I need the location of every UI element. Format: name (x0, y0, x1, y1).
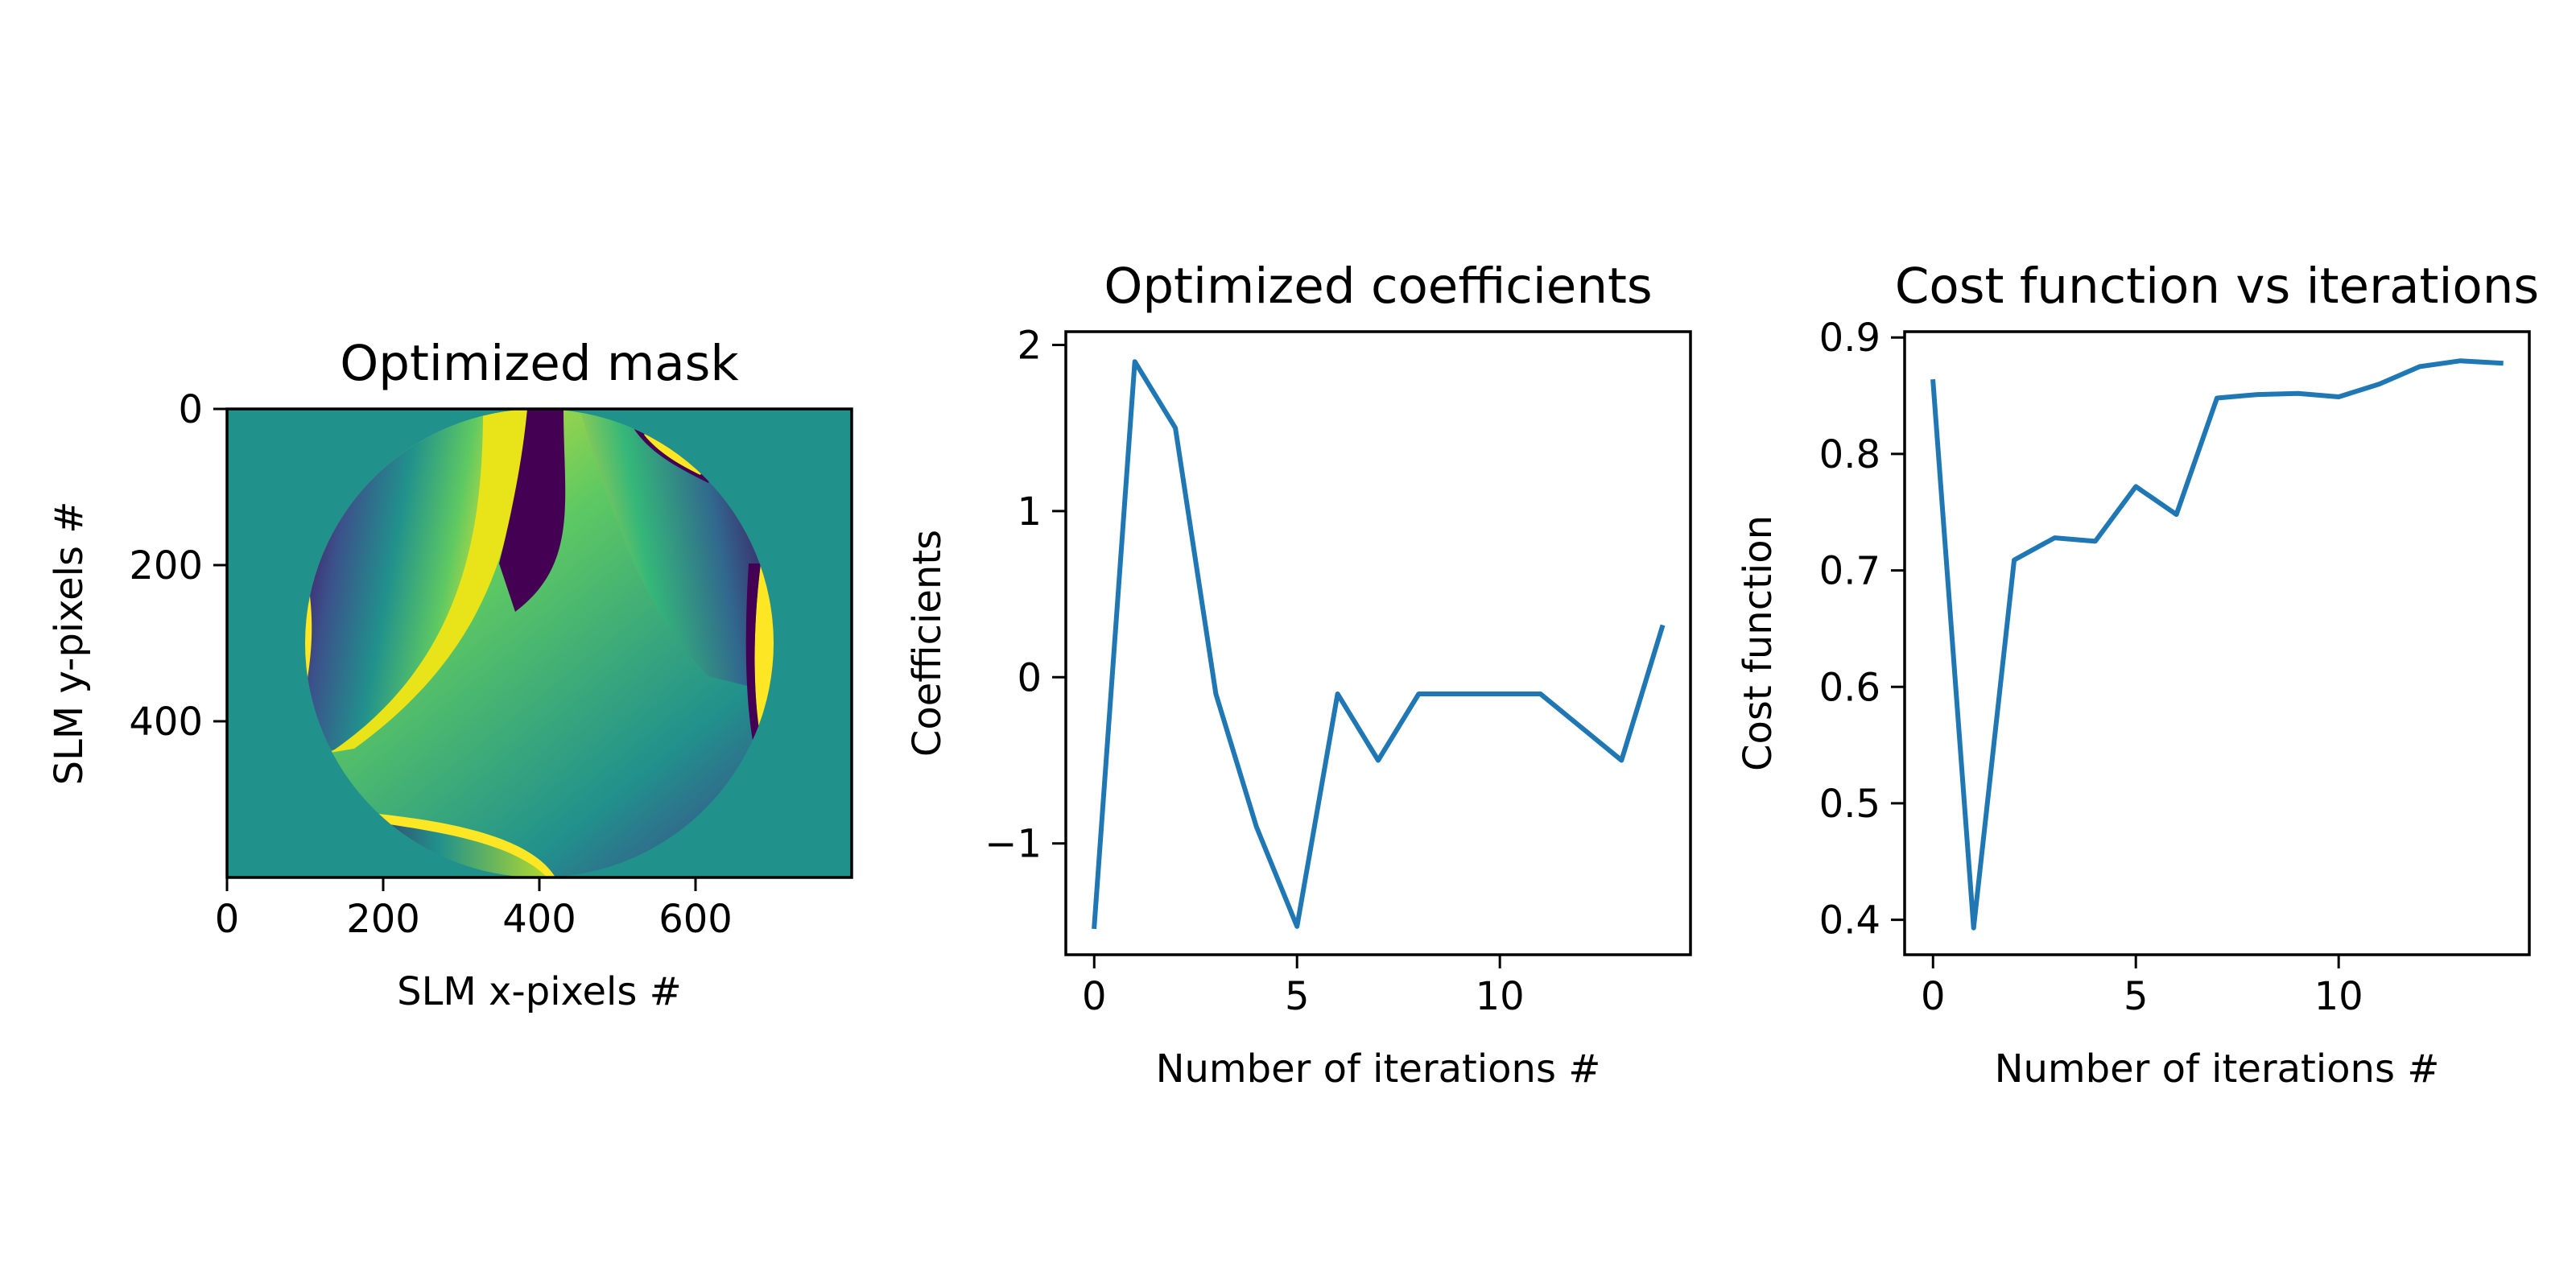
coefficients-ytick-label: 2 (1017, 324, 1042, 369)
cost-ytick-label: 0.6 (1819, 665, 1880, 710)
mask-panel: 0 200 400 600 0 200 400 Optimized mask SLM x-p… (47, 335, 853, 1014)
coefficients-xtick-label: 5 (1285, 974, 1310, 1019)
coefficients-plot: 0 5 10 −1 0 1 2 (985, 324, 1666, 1019)
cost-ytick-label: 0.5 (1819, 782, 1880, 827)
mask-xtick-label: 200 (346, 897, 420, 942)
coefficients-xtick-label: 10 (1476, 974, 1525, 1019)
cost-xtick-label: 5 (2124, 974, 2149, 1019)
cost-frame (1903, 330, 2531, 956)
cost-xlabel: Number of iterations # (1995, 1046, 2440, 1092)
mask-ytick-label: 400 (129, 700, 203, 745)
coefficients-panel: 0 5 10 −1 0 1 2 Optimized coefficients Number … (905, 258, 1692, 1092)
cost-plot: 0 5 10 0.4 0.5 0.6 0.7 0.8 0.9 (1819, 316, 2504, 1019)
mask-ytick-label: 0 (178, 387, 203, 432)
cost-ytick-label: 0.9 (1819, 316, 1880, 361)
mask-xtick-label: 600 (658, 897, 733, 942)
mask-ylabel: SLM y-pixels # (47, 502, 92, 786)
cost-series-line (1930, 358, 2504, 931)
coefficients-xtick-label: 0 (1082, 974, 1107, 1019)
cost-xtick-label: 0 (1921, 974, 1946, 1019)
mask-ticks: 0 200 400 600 0 200 400 (129, 387, 732, 942)
mask-ytick-label: 200 (129, 543, 203, 588)
cost-panel: 0 5 10 0.4 0.5 0.6 0.7 0.8 0.9 Cost function vs … (1736, 258, 2539, 1092)
coefficients-ylabel: Coefficients (905, 530, 950, 757)
cost-ylabel: Cost function (1736, 515, 1781, 771)
coefficients-frame (1064, 330, 1692, 956)
cost-ytick-label: 0.4 (1819, 898, 1880, 943)
mask-xtick-label: 400 (502, 897, 576, 942)
cost-title: Cost function vs iterations (1895, 258, 2539, 315)
mask-title: Optimized mask (340, 335, 739, 392)
coefficients-ytick-label: −1 (985, 822, 1042, 867)
mask-xtick-label: 0 (215, 897, 240, 942)
cost-ytick-label: 0.7 (1819, 549, 1880, 594)
coefficients-xlabel: Number of iterations # (1156, 1046, 1601, 1092)
coefficients-ytick-label: 0 (1017, 655, 1042, 700)
cost-ytick-label: 0.8 (1819, 432, 1880, 477)
cost-xtick-label: 10 (2314, 974, 2363, 1019)
coefficients-ytick-label: 1 (1017, 489, 1042, 535)
coefficients-series-line (1092, 359, 1666, 930)
coefficients-title: Optimized coefficients (1104, 258, 1652, 315)
mask-xlabel: SLM x-pixels # (397, 969, 682, 1014)
